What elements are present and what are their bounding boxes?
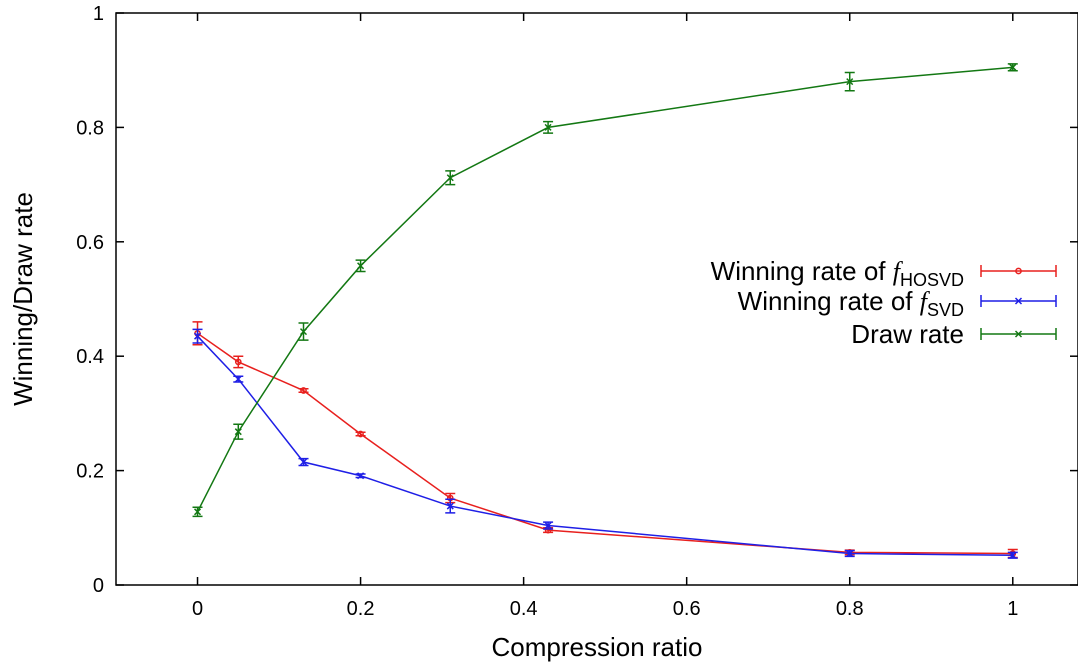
- data-point: [357, 262, 365, 270]
- series-line: [196, 66, 1013, 513]
- data-point: [446, 174, 454, 182]
- error-bar: [233, 355, 244, 369]
- x-tick-label: 0.6: [673, 598, 701, 620]
- legend-swatch: [980, 265, 1057, 277]
- x-tick-label: 0.8: [836, 598, 864, 620]
- data-point: [193, 508, 202, 516]
- error-bar: [355, 431, 366, 437]
- x-axis-title: Compression ratio: [492, 632, 703, 662]
- data-point: [446, 502, 454, 510]
- data-point: [299, 458, 308, 466]
- legend-marker: [1014, 297, 1023, 305]
- error-bar: [298, 388, 309, 393]
- data-point: [234, 358, 242, 366]
- y-tick-label: 0: [93, 575, 104, 597]
- data-point: [300, 387, 307, 394]
- legend-label: Winning rate of fSVD: [738, 286, 964, 320]
- series-line: [196, 335, 1013, 557]
- x-tick-label: 0.4: [510, 598, 538, 620]
- series-2: [192, 328, 1018, 559]
- data-point: [357, 430, 364, 438]
- series-3: [192, 63, 1018, 518]
- data-point: [544, 521, 552, 530]
- y-tick-label: 0.2: [76, 461, 104, 483]
- data-point: [1009, 551, 1017, 559]
- data-point: [846, 550, 854, 558]
- y-tick-label: 0.8: [76, 117, 104, 139]
- axis-ticks: 0 0.2 0.4 0.6 0.8 1 0 0.2 0.4 0.6 0.8 1: [76, 3, 1078, 620]
- series-group: [192, 63, 1018, 559]
- legend-label: Draw rate: [851, 319, 964, 349]
- series-line: [197, 332, 1013, 555]
- legend-label: Winning rate of fHOSVD: [711, 256, 964, 290]
- data-point: [234, 428, 242, 436]
- legend-item-2: Winning rate of fSVD: [738, 286, 1057, 320]
- data-point: [1009, 63, 1017, 71]
- legend-item-3: Draw rate: [851, 319, 1057, 349]
- data-point: [193, 332, 202, 340]
- x-tick-label: 1: [1007, 598, 1018, 620]
- legend-marker: [1014, 330, 1023, 338]
- series-1: [192, 321, 1018, 559]
- legend-marker: [1015, 267, 1022, 275]
- data-point: [234, 375, 242, 383]
- legend-item-1: Winning rate of fHOSVD: [711, 256, 1057, 290]
- y-tick-label: 0.6: [76, 232, 104, 254]
- data-point: [544, 123, 552, 131]
- data-point: [299, 328, 308, 336]
- y-tick-label: 1: [93, 3, 104, 25]
- x-tick-label: 0.2: [347, 598, 375, 620]
- y-tick-label: 0.4: [76, 346, 104, 368]
- y-axis-title: Winning/Draw rate: [8, 192, 38, 406]
- x-tick-label: 0: [192, 598, 203, 620]
- data-point: [846, 78, 854, 86]
- plot-frame: [115, 12, 1078, 586]
- data-point: [357, 472, 365, 480]
